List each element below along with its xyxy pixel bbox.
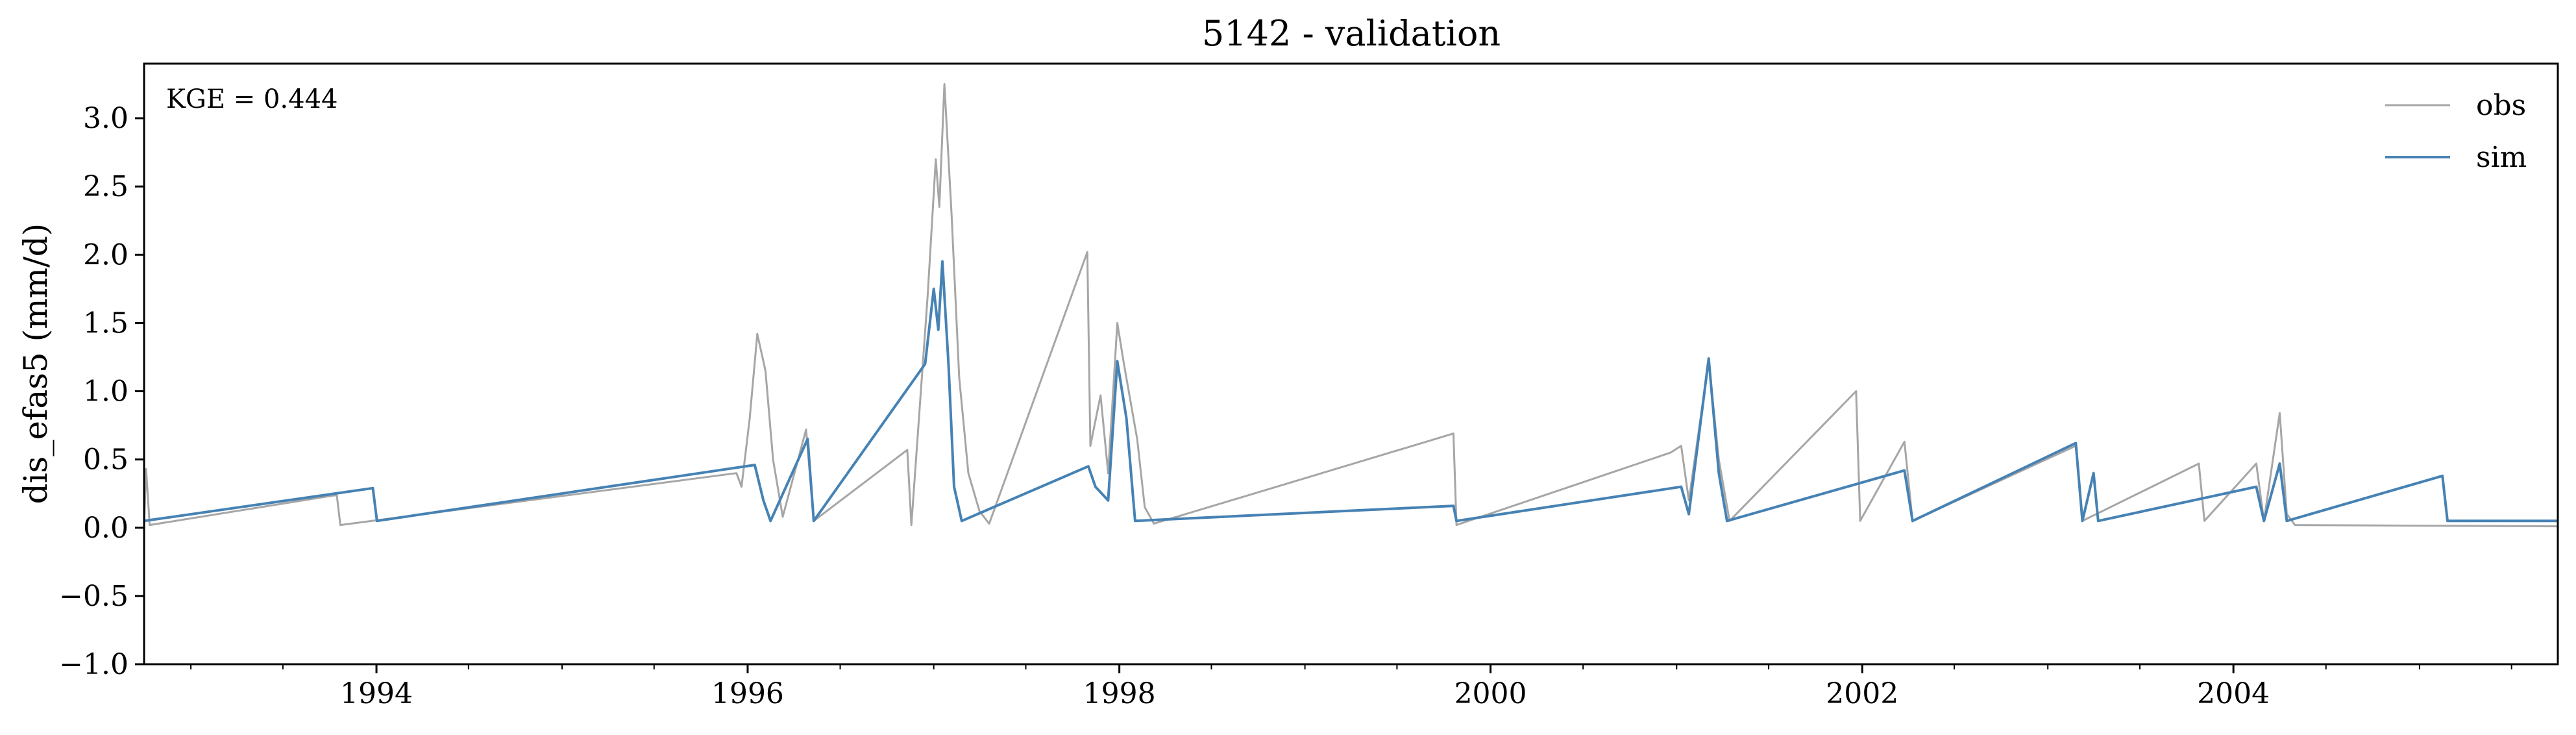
y-tick-label: −1.0 <box>59 648 129 681</box>
x-tick-label: 1998 <box>1083 677 1156 710</box>
legend-label-sim: sim <box>2476 141 2527 174</box>
y-axis: −1.0 −0.5 0.0 0.5 1.0 1.5 2.0 2.5 3.0 <box>59 102 144 681</box>
x-tick-label: 2000 <box>1454 677 1527 710</box>
legend: obs sim <box>2385 89 2527 174</box>
kge-annotation: KGE = 0.444 <box>166 84 338 114</box>
series-line-obs <box>144 83 2558 528</box>
y-tick-label: 3.0 <box>83 102 129 135</box>
x-tick-label: 1994 <box>340 677 413 710</box>
y-tick-label: 0.0 <box>83 512 129 545</box>
series-line-sim <box>144 260 2558 523</box>
x-tick-label: 1996 <box>711 677 784 710</box>
y-tick-label: 1.0 <box>83 375 129 408</box>
y-tick-label: 1.5 <box>83 306 129 340</box>
plot-frame <box>143 62 2559 666</box>
x-tick-label: 2002 <box>1826 677 1898 710</box>
legend-label-obs: obs <box>2476 89 2526 122</box>
y-axis-label: dis_efas5 (mm/d) <box>17 223 55 505</box>
y-tick-label: −0.5 <box>59 580 129 613</box>
series-layer <box>144 83 2558 528</box>
x-axis: 1994 1996 1998 2000 2002 2004 <box>190 664 2512 710</box>
x-tick-label: 2004 <box>2197 677 2270 710</box>
y-tick-label: 2.5 <box>83 170 129 203</box>
y-tick-label: 0.5 <box>83 443 129 477</box>
y-tick-label: 2.0 <box>83 238 129 271</box>
chart-title: 5142 - validation <box>1202 13 1501 54</box>
